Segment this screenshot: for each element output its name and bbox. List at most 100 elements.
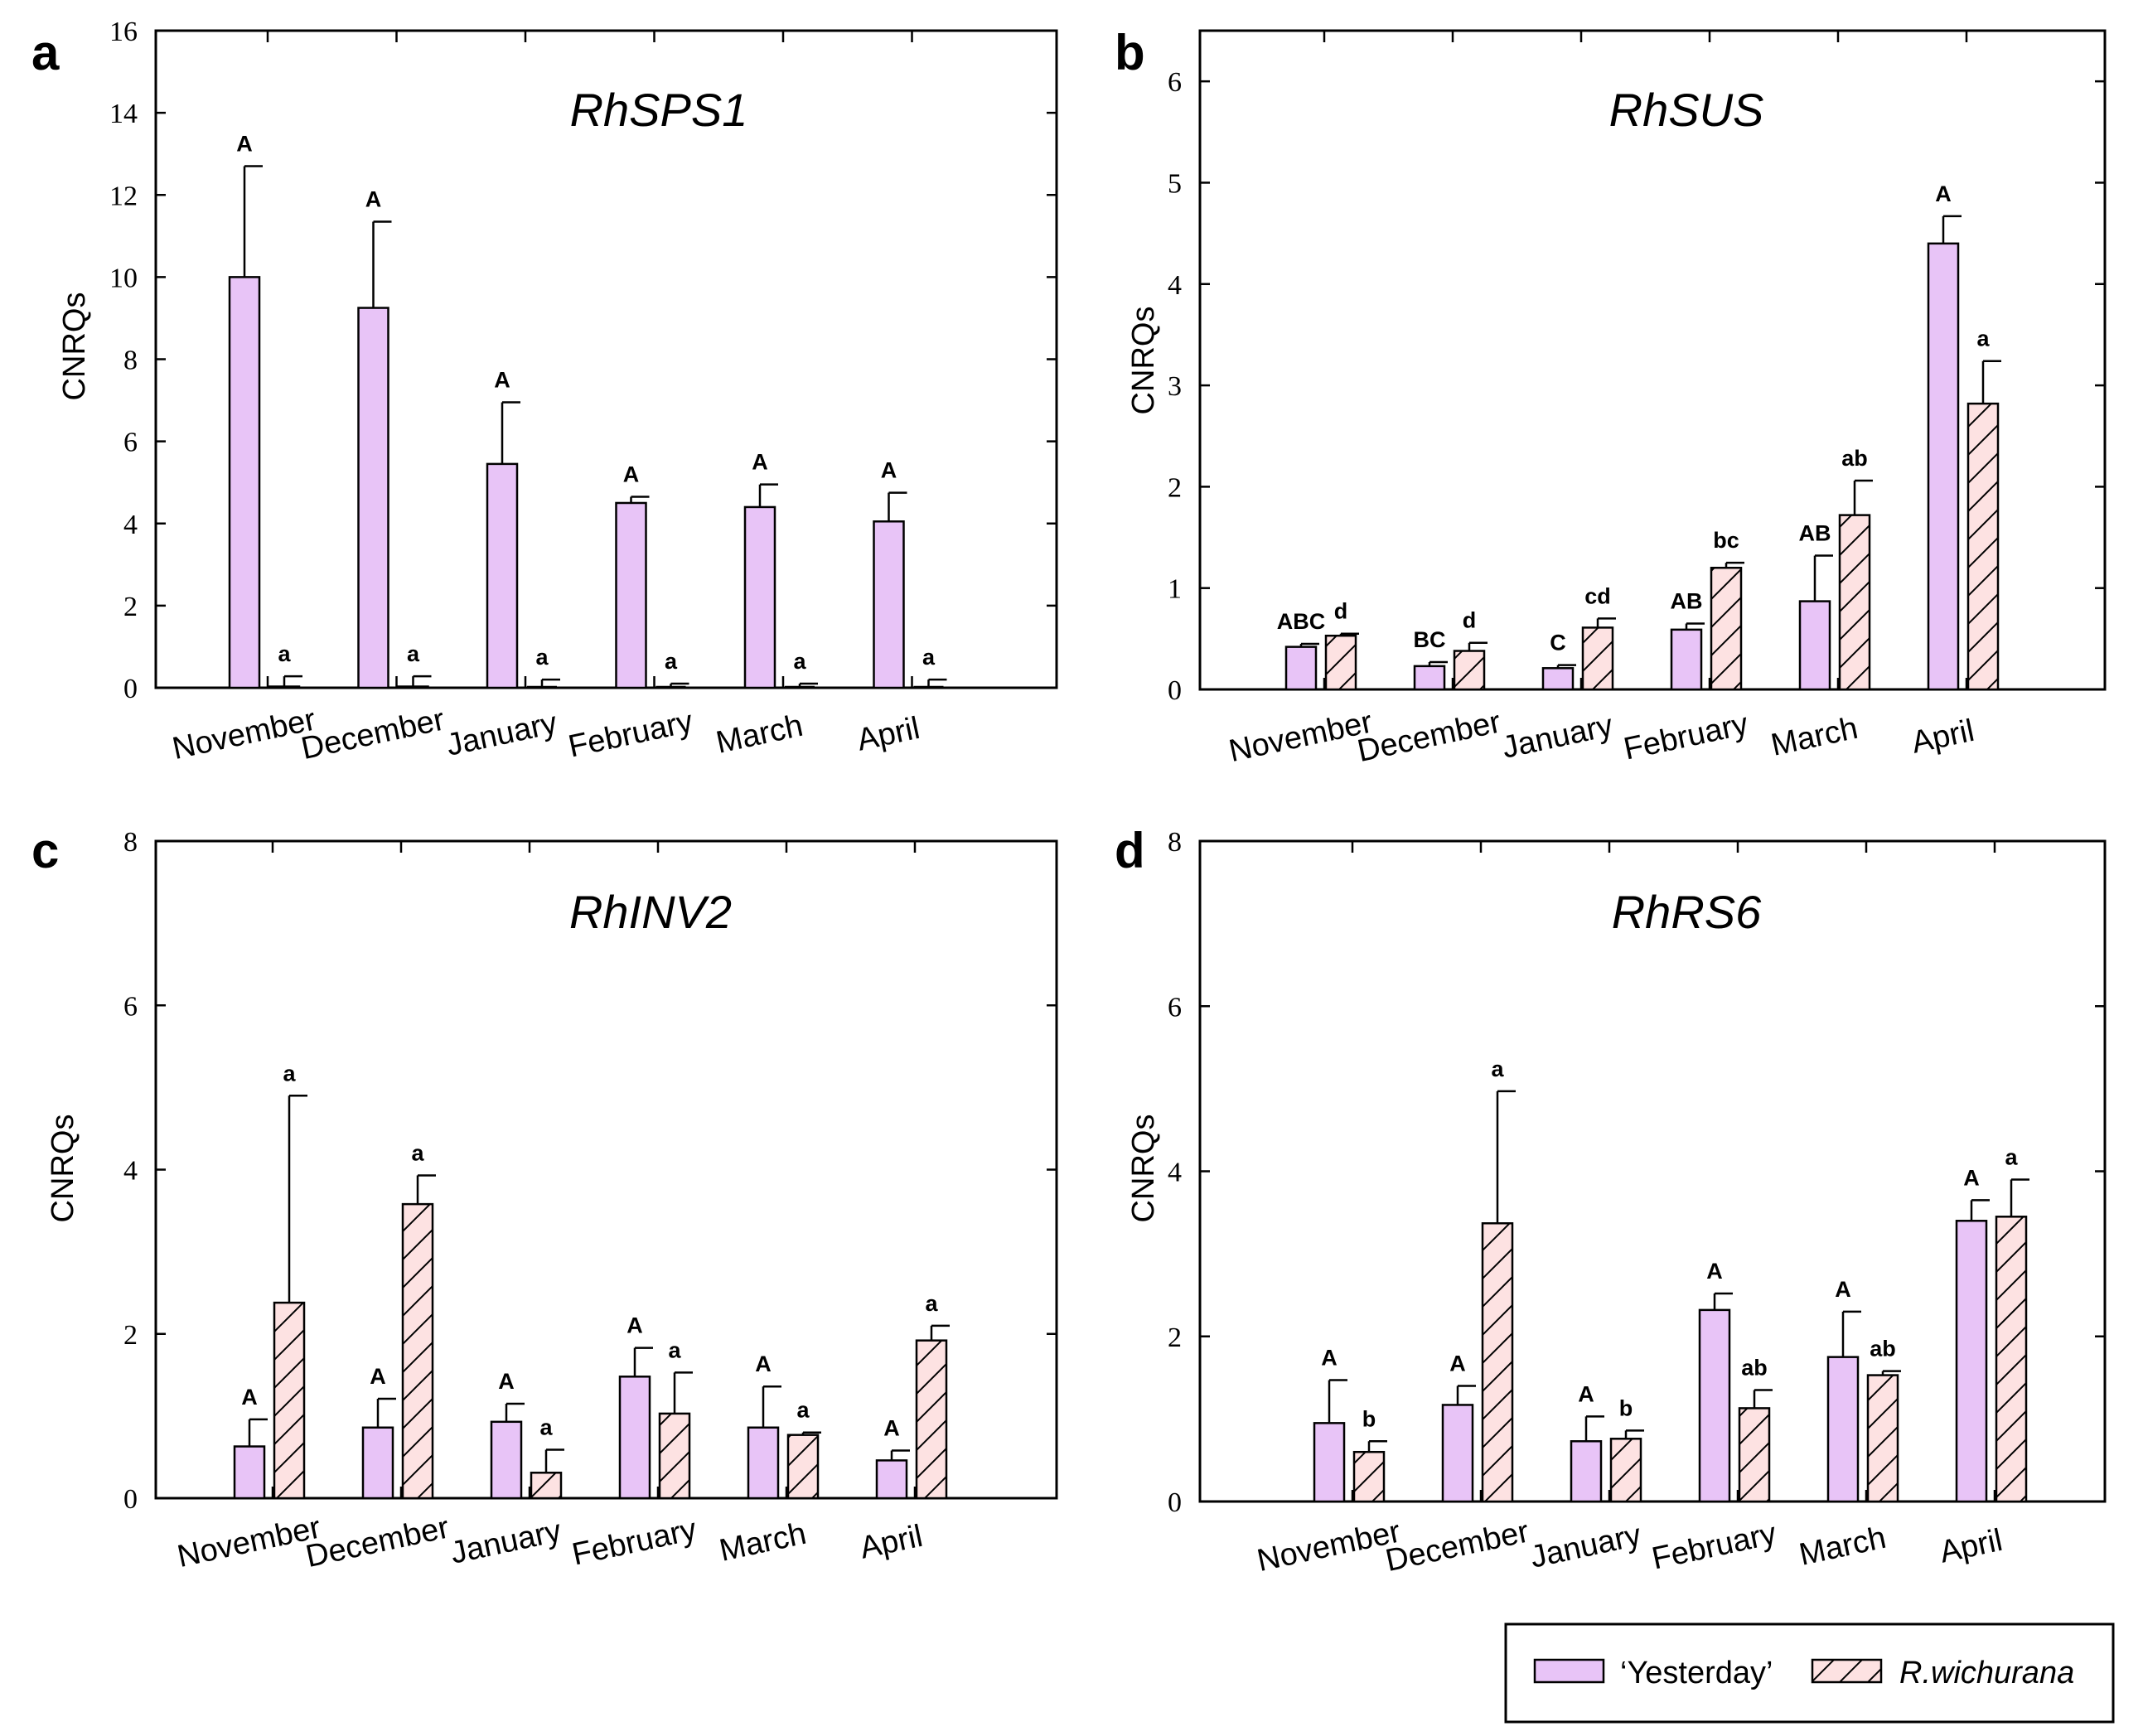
bar-yesterday <box>1955 1220 1988 1503</box>
significance-letter: a <box>2005 1144 2018 1169</box>
bar-yesterday <box>1413 665 1446 691</box>
significance-letter: bc <box>1713 528 1739 553</box>
legend-frame <box>1504 1622 2115 1724</box>
y-tick-label: 0 <box>123 1484 138 1515</box>
x-category-label: February <box>1649 1516 1779 1577</box>
y-tick-label: 6 <box>1168 992 1182 1023</box>
bar-yesterday <box>615 501 647 689</box>
significance-letter: A <box>498 1369 515 1394</box>
significance-letter: A <box>241 1385 258 1410</box>
gene-title: RhSPS1 <box>570 84 748 136</box>
x-category-label: November <box>1226 704 1376 769</box>
bar-yesterday <box>873 520 905 689</box>
y-axis-label: CNRQs <box>1126 1115 1161 1223</box>
bar-yesterday <box>743 505 776 689</box>
y-axis-label: CNRQs <box>1126 307 1161 415</box>
bar-wichurana <box>1481 1222 1514 1503</box>
y-tick-label: 2 <box>1168 1323 1182 1353</box>
bar-yesterday <box>875 1459 908 1500</box>
significance-letter: A <box>1706 1259 1723 1284</box>
y-tick-label: 4 <box>1168 270 1182 301</box>
bar-yesterday <box>357 307 389 689</box>
bar-wichurana <box>530 1472 563 1500</box>
significance-letter: A <box>1321 1346 1338 1371</box>
panel-b: b RhSUS CNRQs 0 1 2 3 4 5 6 NovemberDecemberJan… <box>1115 25 2107 769</box>
significance-letter: ABC <box>1277 609 1326 634</box>
x-category-label: February <box>569 1512 699 1573</box>
y-tick-label: 0 <box>1168 675 1182 706</box>
y-tick-label: 2 <box>1168 472 1182 503</box>
legend: ‘Yesterday’ R.wichurana <box>1504 1622 2115 1724</box>
panel-d: d RhRS6 CNRQs 0 2 4 6 8 NovemberDecemberJanua… <box>1115 823 2107 1579</box>
panel-a: a RhSPS1 CNRQs 0 2 4 6 8 10 12 14 16 NovemberDece… <box>31 17 1058 766</box>
significance-letter: a <box>1976 326 1990 351</box>
panel-letter: a <box>31 25 60 80</box>
significance-letter: a <box>925 1291 938 1316</box>
y-tick-label: 10 <box>109 263 138 293</box>
significance-letter: C <box>1550 631 1566 655</box>
bar-wichurana <box>1866 1374 1899 1503</box>
significance-letter: BC <box>1414 627 1446 652</box>
significance-letter: a <box>411 1140 424 1165</box>
bar-wichurana <box>1966 402 2000 691</box>
x-category-label: December <box>1354 704 1504 769</box>
panel-letter: b <box>1115 25 1145 80</box>
bar-wichurana <box>915 1339 948 1500</box>
significance-letter: A <box>370 1364 386 1389</box>
bar-wichurana <box>1995 1216 2028 1503</box>
y-tick-label: 6 <box>1168 67 1182 98</box>
significance-letter: b <box>1619 1395 1633 1420</box>
x-category-label: April <box>857 1519 926 1566</box>
legend-label-yesterday: ‘Yesterday’ <box>1620 1656 1773 1690</box>
x-category-label: March <box>717 1516 810 1569</box>
significance-letter: A <box>1835 1277 1851 1302</box>
x-category-label: March <box>1797 1521 1889 1573</box>
y-tick-label: 2 <box>123 1320 138 1351</box>
plot-frame <box>1198 29 2107 691</box>
bar-yesterday <box>486 462 519 689</box>
significance-letter: ab <box>1870 1337 1896 1361</box>
bar-wichurana <box>401 1202 434 1500</box>
bar-yesterday <box>1570 1440 1603 1503</box>
x-category-label: December <box>302 1510 452 1574</box>
bar-wichurana <box>786 1434 820 1500</box>
y-axis-label: CNRQs <box>57 293 92 401</box>
bar-wichurana <box>1581 626 1614 691</box>
significance-letter: a <box>668 1337 681 1362</box>
significance-letter: a <box>283 1061 296 1086</box>
y-tick-label: 8 <box>1168 827 1182 858</box>
significance-letter: AB <box>1799 521 1831 546</box>
x-category-label: November <box>1254 1514 1404 1579</box>
significance-letter: A <box>1935 181 1952 206</box>
y-tick-label: 4 <box>123 510 138 540</box>
bar-yesterday <box>228 276 261 689</box>
bar-yesterday <box>361 1426 394 1500</box>
y-tick-label: 1 <box>1168 574 1182 605</box>
bar-yesterday <box>1927 242 1960 691</box>
bar-wichurana <box>273 1301 306 1500</box>
panel-letter: d <box>1115 823 1145 878</box>
significance-letter: a <box>1491 1057 1504 1081</box>
bar-wichurana <box>397 685 429 689</box>
significance-letter: AB <box>1671 589 1703 614</box>
gene-title: RhINV2 <box>569 886 732 938</box>
x-category-label: March <box>1768 711 1861 763</box>
bar-wichurana <box>1710 566 1743 691</box>
significance-letter: A <box>755 1352 772 1376</box>
significance-letter: ab <box>1741 1356 1768 1381</box>
bar-yesterday <box>490 1420 523 1500</box>
bar-wichurana <box>1609 1438 1642 1503</box>
significance-letter: a <box>278 641 291 666</box>
bar-yesterday <box>1541 667 1575 691</box>
bar-wichurana <box>1838 514 1871 691</box>
significance-letter: b <box>1362 1406 1376 1431</box>
significance-letter: A <box>623 462 640 487</box>
significance-letter: a <box>922 645 936 670</box>
bar-yesterday <box>618 1376 651 1500</box>
significance-letter: A <box>1963 1165 1980 1190</box>
y-tick-label: 6 <box>123 991 138 1022</box>
y-tick-label: 16 <box>109 17 138 47</box>
panel-letter: c <box>31 823 59 878</box>
